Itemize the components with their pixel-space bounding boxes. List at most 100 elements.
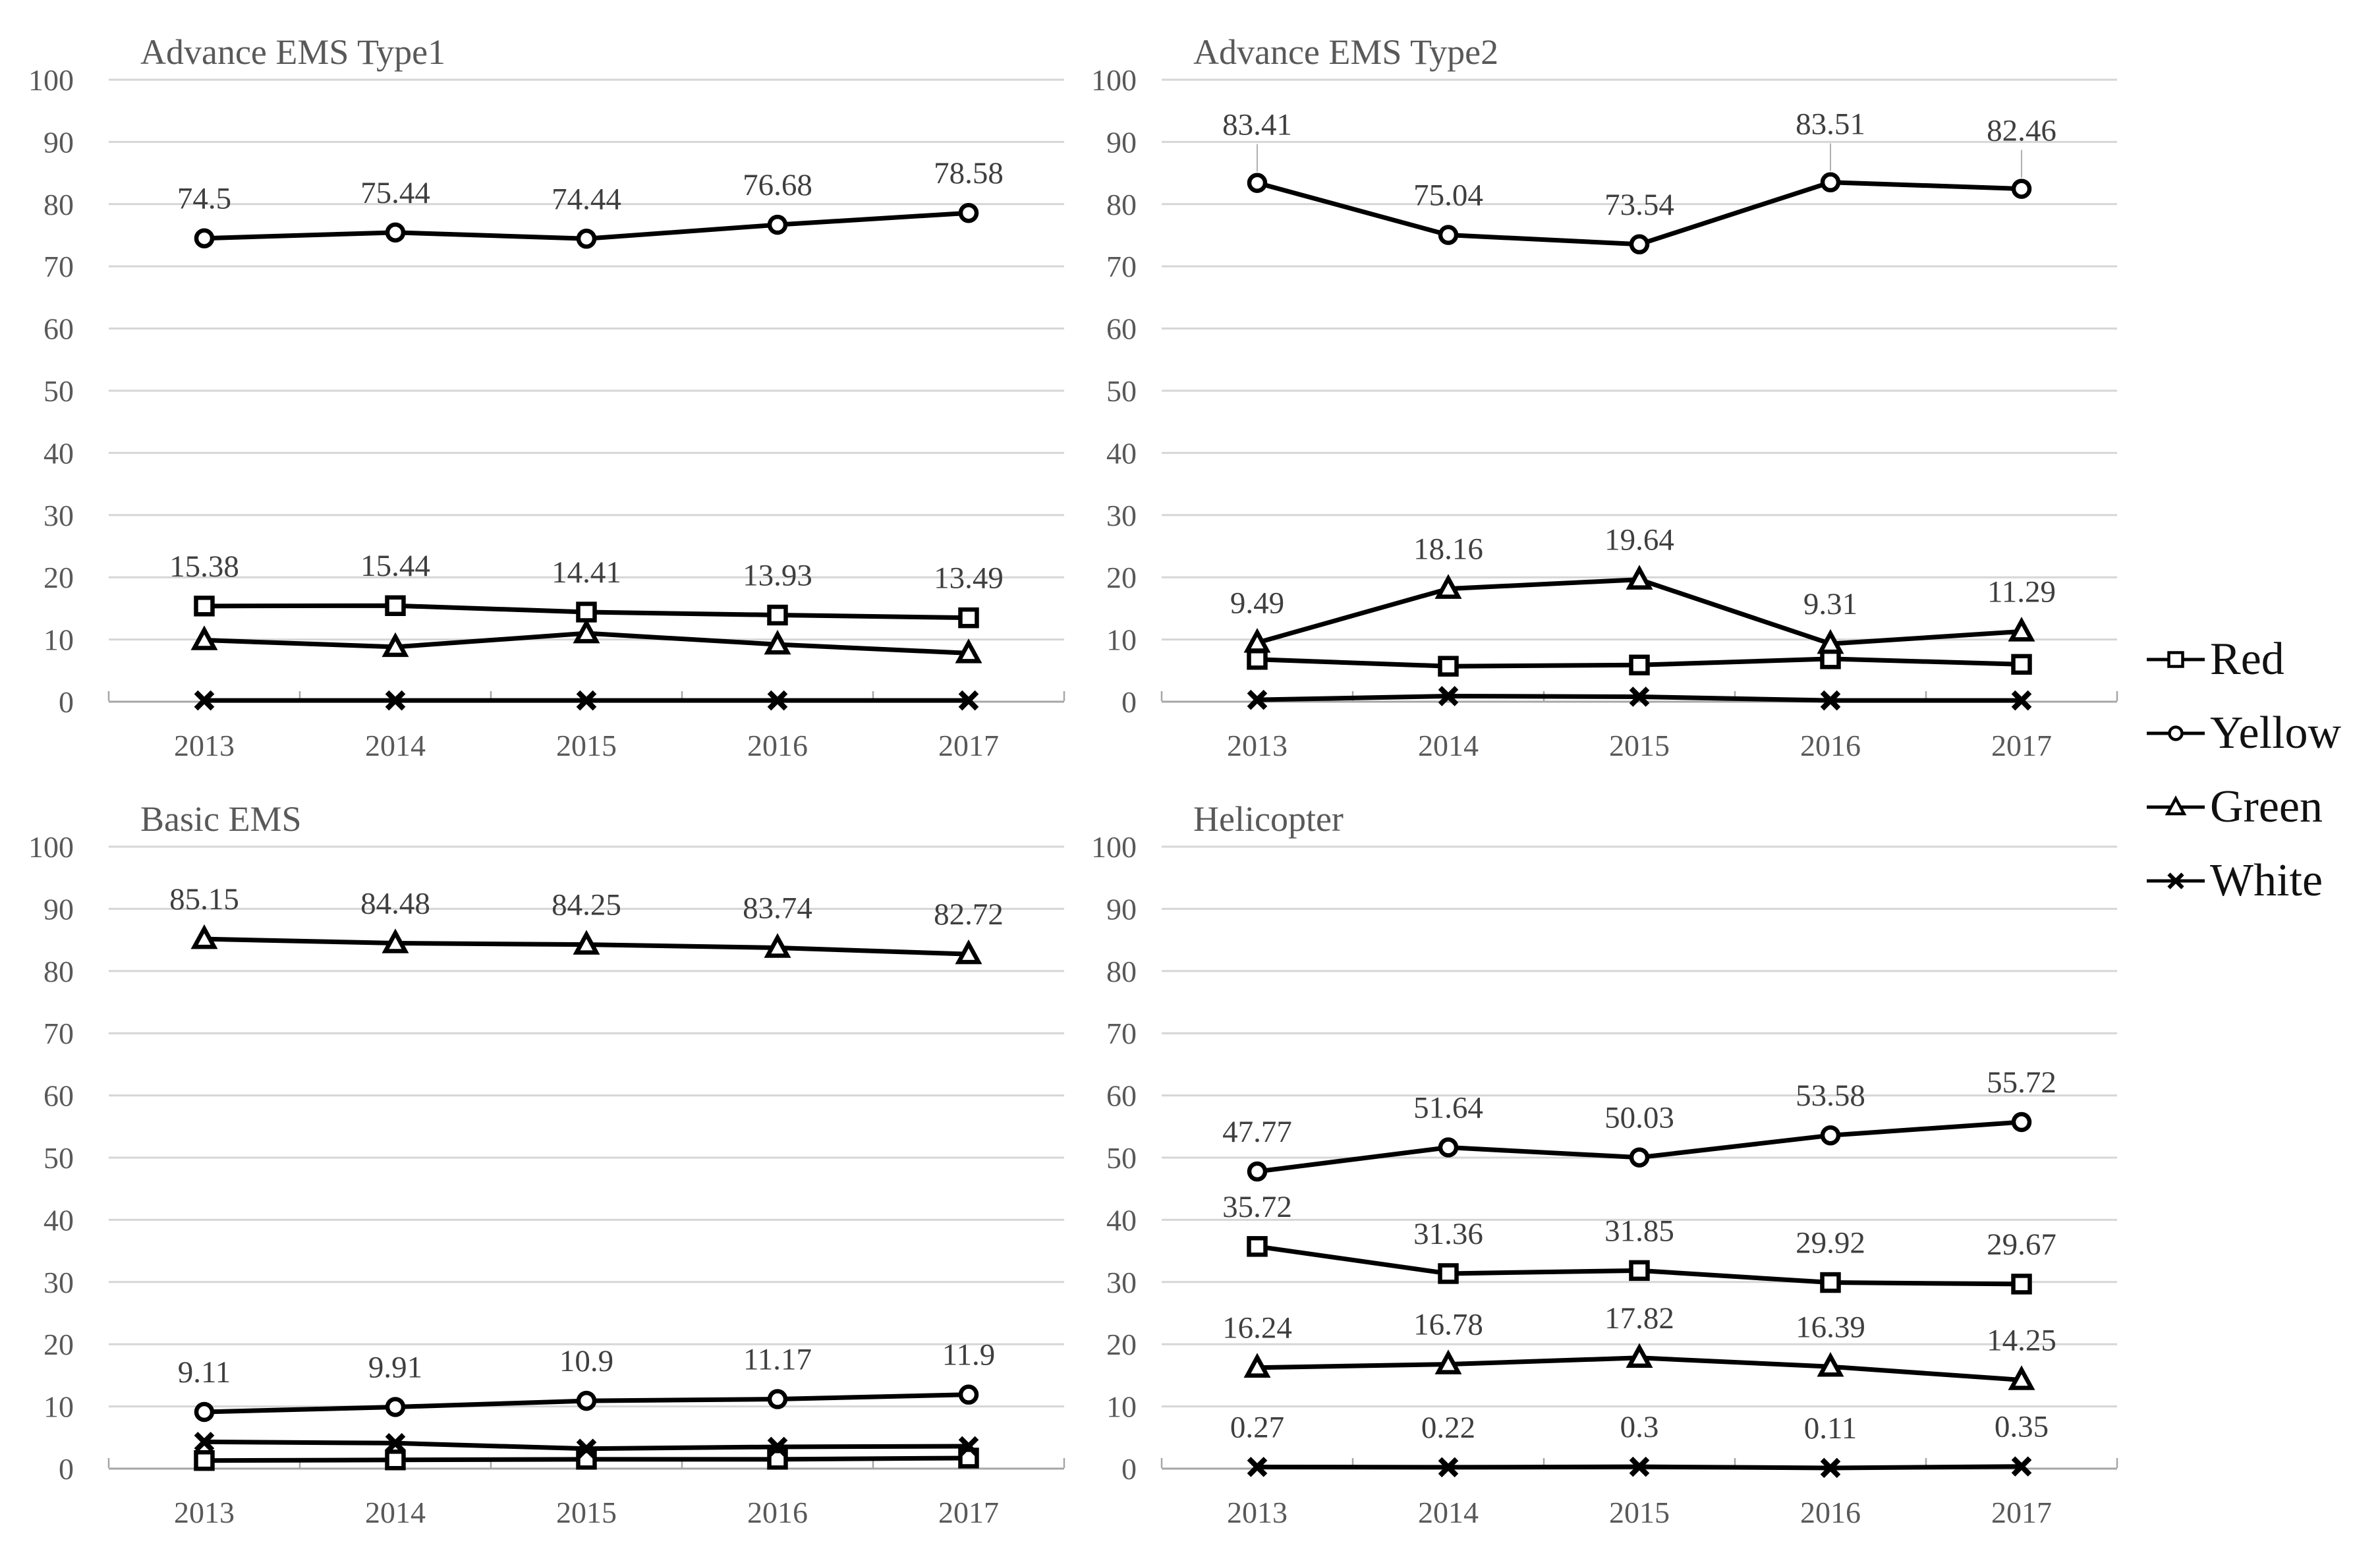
gridlines bbox=[1160, 78, 2118, 703]
data-label: 15.38 bbox=[169, 549, 239, 584]
y-axis-tick-label: 10 bbox=[1106, 1390, 1137, 1424]
x-axis-year-label: 2016 bbox=[1800, 729, 1861, 762]
data-label: 83.41 bbox=[1222, 108, 1292, 142]
data-label: 75.04 bbox=[1413, 179, 1483, 213]
data-label: 84.48 bbox=[360, 887, 430, 921]
series-green bbox=[190, 618, 982, 663]
y-axis-tick-label: 80 bbox=[43, 188, 74, 221]
data-label: 76.68 bbox=[743, 168, 812, 202]
chart-title-advance-ems-type2: Advance EMS Type2 bbox=[1193, 32, 1499, 72]
series-white bbox=[1247, 686, 2032, 711]
y-axis-tick-label: 30 bbox=[1106, 1266, 1137, 1299]
data-label: 85.15 bbox=[169, 882, 239, 916]
series-yellow: 9.11 9.91 10.9 11.17 11.9 bbox=[178, 1338, 995, 1422]
y-axis-tick-label: 20 bbox=[1106, 561, 1137, 594]
data-label: 74.44 bbox=[552, 182, 621, 216]
x-axis-year-label: 2017 bbox=[1991, 1496, 2052, 1529]
series-red bbox=[194, 1448, 979, 1471]
y-axis-tick-label: 70 bbox=[1106, 1017, 1137, 1050]
series-red: 35.72 31.36 31.85 29.92 29.67 bbox=[1222, 1190, 2056, 1295]
y-axis-tick-label: 40 bbox=[1106, 1203, 1137, 1237]
legend-label-white: White bbox=[2210, 855, 2323, 906]
x-axis-year-label: 2013 bbox=[174, 1496, 235, 1529]
data-label: 9.11 bbox=[178, 1355, 231, 1390]
circle-marker-icon bbox=[2147, 725, 2205, 741]
y-axis-tick-label: 0 bbox=[59, 685, 74, 719]
chart-plot-helicopter: 0 10 20 30 40 50 60 70 80 90 100 2013 2014 2015 2016 20… bbox=[1091, 830, 2118, 1529]
data-label: 31.85 bbox=[1604, 1214, 1674, 1248]
x-axis-year-label: 2015 bbox=[1609, 1496, 1670, 1529]
y-axis-tick-label: 50 bbox=[1106, 374, 1137, 408]
series-yellow: 47.77 51.64 50.03 53.58 55.72 bbox=[1222, 1065, 2056, 1182]
x-axis-year-label: 2016 bbox=[747, 1496, 808, 1529]
x-axis-year-label: 2016 bbox=[1800, 1496, 1861, 1529]
data-label: 0.35 bbox=[1995, 1410, 2049, 1444]
x-axis-year-label: 2015 bbox=[556, 1496, 617, 1529]
y-axis-tick-label: 100 bbox=[1091, 830, 1137, 864]
y-axis-tick-label: 40 bbox=[43, 436, 74, 470]
data-label: 17.82 bbox=[1604, 1301, 1674, 1336]
data-label: 84.25 bbox=[552, 888, 621, 922]
y-axis-tick-label: 10 bbox=[43, 1390, 74, 1424]
data-label: 16.24 bbox=[1222, 1311, 1292, 1345]
y-axis-tick-label: 60 bbox=[1106, 1079, 1137, 1113]
series-yellow: 74.5 75.44 74.44 76.68 78.58 bbox=[177, 156, 1004, 249]
x-axis-year-label: 2016 bbox=[747, 729, 808, 762]
y-axis-tick-label: 30 bbox=[43, 499, 74, 532]
y-axis-tick-label: 40 bbox=[1106, 436, 1137, 470]
series-white bbox=[194, 1432, 979, 1459]
data-label: 9.49 bbox=[1230, 586, 1284, 620]
data-label: 0.22 bbox=[1421, 1411, 1475, 1445]
series-green: 85.15 84.48 84.25 83.74 82.72 bbox=[169, 882, 1004, 965]
y-axis-tick-label: 50 bbox=[1106, 1141, 1137, 1175]
series-red: 15.38 15.44 14.41 13.93 13.49 bbox=[169, 549, 1004, 629]
y-axis-tick-label: 60 bbox=[1106, 312, 1137, 346]
gridlines bbox=[107, 78, 1065, 703]
series-green: 16.24 16.78 17.82 16.39 14.25 bbox=[1222, 1301, 2056, 1390]
y-axis-tick-label: 80 bbox=[1106, 188, 1137, 221]
series-yellow: 83.41 75.04 73.54 83.51 82.46 bbox=[1222, 107, 2056, 255]
series-red bbox=[1247, 648, 2032, 677]
x-axis-year-label: 2017 bbox=[938, 729, 999, 762]
chart-plot-advance-ems-type2: 0 10 20 30 40 50 60 70 80 90 100 2013 2014 2015 2016 20… bbox=[1091, 63, 2118, 762]
chart-title-advance-ems-type1: Advance EMS Type1 bbox=[140, 32, 446, 72]
x-axis-year-label: 2013 bbox=[174, 729, 235, 762]
y-axis-tick-label: 10 bbox=[1106, 623, 1137, 657]
y-axis-tick-label: 100 bbox=[1091, 63, 1137, 97]
y-axis-tick-label: 50 bbox=[43, 374, 74, 408]
legend: Red Yellow Green White bbox=[2145, 635, 2341, 905]
y-axis-tick-label: 0 bbox=[1121, 1452, 1137, 1486]
y-axis-tick-label: 30 bbox=[1106, 499, 1137, 532]
series-white bbox=[194, 690, 979, 711]
data-label: 31.36 bbox=[1413, 1217, 1483, 1251]
y-axis-tick-label: 0 bbox=[1121, 685, 1137, 719]
y-axis-tick-label: 70 bbox=[43, 1017, 74, 1050]
data-label: 11.29 bbox=[1987, 575, 2056, 609]
y-axis-tick-label: 60 bbox=[43, 312, 74, 346]
data-label: 15.44 bbox=[360, 549, 430, 583]
data-label: 82.46 bbox=[1987, 114, 2056, 148]
data-label: 35.72 bbox=[1222, 1190, 1292, 1224]
chart-title-helicopter: Helicopter bbox=[1193, 799, 1344, 839]
x-axis-year-label: 2013 bbox=[1227, 1496, 1288, 1529]
data-label: 0.11 bbox=[1804, 1411, 1857, 1446]
legend-item-white: White bbox=[2145, 857, 2341, 905]
legend-label-green: Green bbox=[2210, 781, 2323, 832]
legend-item-red: Red bbox=[2145, 635, 2341, 684]
data-label: 18.16 bbox=[1413, 532, 1483, 567]
y-axis-tick-label: 20 bbox=[43, 561, 74, 594]
y-axis-tick-label: 60 bbox=[43, 1079, 74, 1113]
y-axis-tick-label: 70 bbox=[43, 250, 74, 283]
x-axis-year-label: 2014 bbox=[1418, 1496, 1479, 1529]
data-label: 82.72 bbox=[934, 897, 1004, 932]
x-axis-year-label: 2014 bbox=[365, 729, 426, 762]
y-axis-tick-label: 80 bbox=[1106, 955, 1137, 988]
data-label: 29.92 bbox=[1796, 1226, 1865, 1260]
x-axis-year-label: 2015 bbox=[556, 729, 617, 762]
x-axis-year-label: 2014 bbox=[1418, 729, 1479, 762]
y-axis-tick-label: 90 bbox=[43, 892, 74, 926]
data-label: 13.49 bbox=[934, 561, 1004, 596]
triangle-marker-icon bbox=[2147, 795, 2205, 816]
